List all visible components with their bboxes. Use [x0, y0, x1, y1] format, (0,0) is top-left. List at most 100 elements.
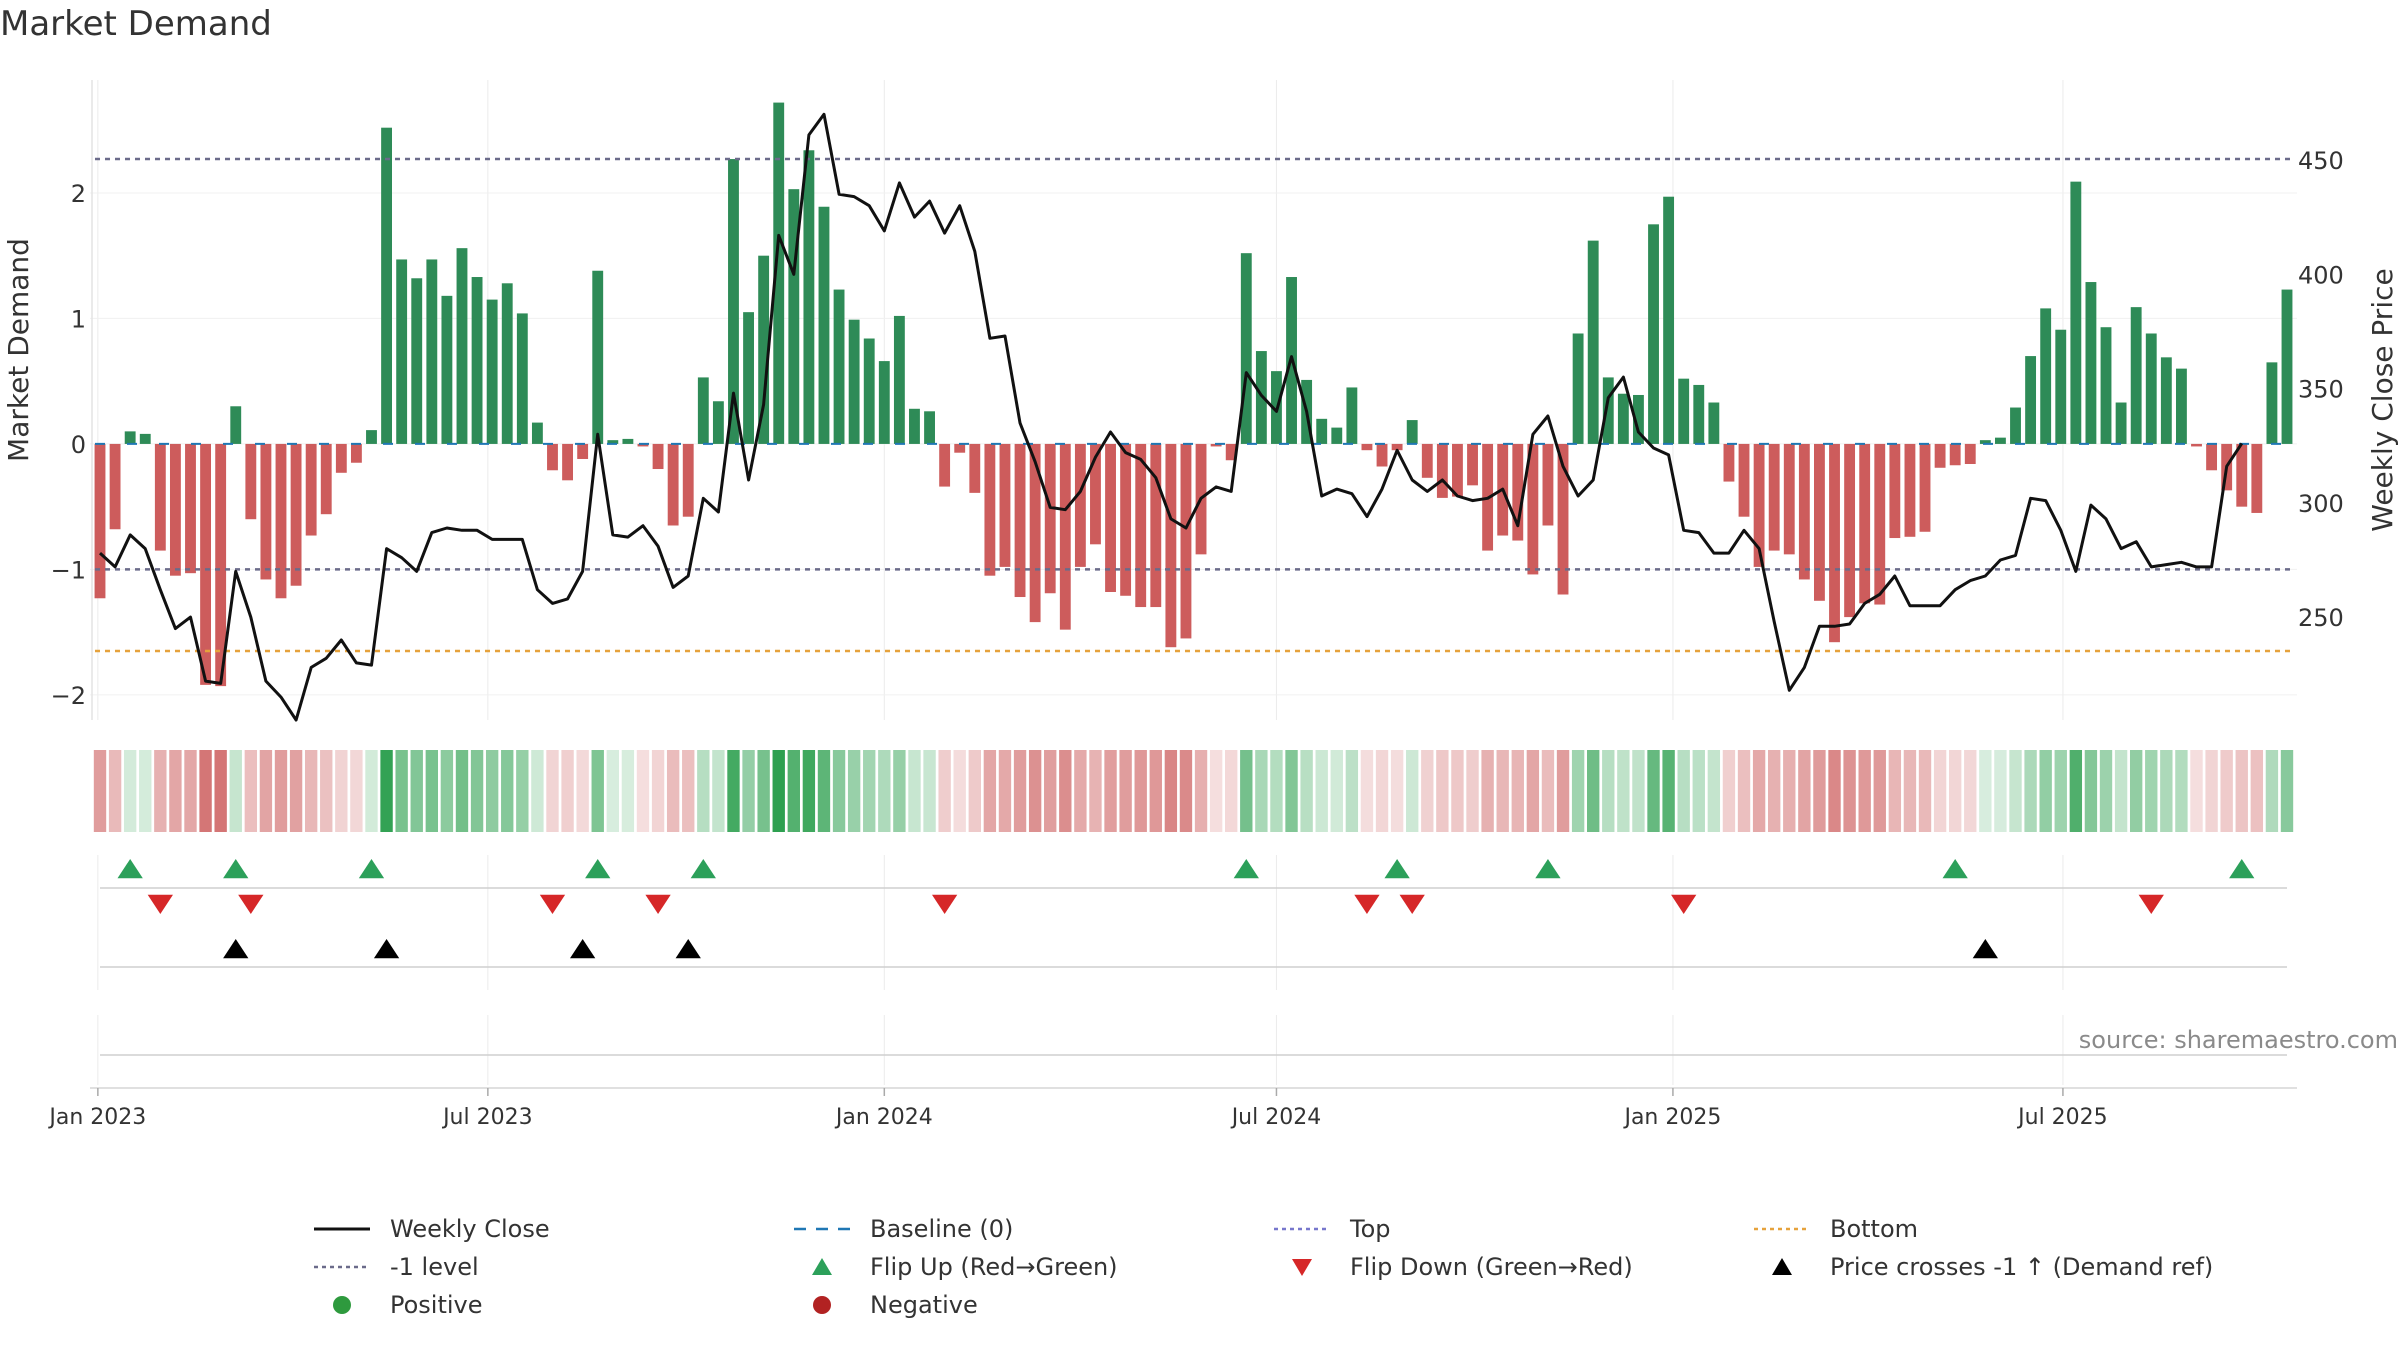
- demand-bar: [1346, 387, 1358, 444]
- y2-tick-label: 450: [2298, 147, 2344, 175]
- heat-cell: [335, 750, 348, 832]
- heat-cell: [1225, 750, 1238, 832]
- y2-axis-label: Weekly Close Price: [2366, 268, 2399, 531]
- demand-bar: [1557, 443, 1569, 595]
- heat-cell: [1451, 750, 1464, 832]
- line-dot-icon: [314, 1265, 370, 1269]
- demand-bar: [622, 438, 634, 444]
- heat-cell: [727, 750, 740, 832]
- heat-cell: [1933, 750, 1947, 832]
- weekly-close-polyline: [98, 112, 2244, 722]
- heat-cell: [1647, 750, 1660, 832]
- demand-bar: [637, 443, 649, 447]
- demand-bar: [878, 361, 890, 444]
- demand-bar: [1829, 443, 1840, 643]
- demand-bar: [939, 443, 951, 487]
- demand-bar: [1014, 443, 1026, 598]
- triangle-down-icon: [1292, 1259, 1312, 1276]
- y2-tick-label: 300: [2298, 490, 2344, 518]
- demand-bar: [1105, 443, 1116, 592]
- y-tick-label: −2: [51, 682, 86, 710]
- demand-bar: [1738, 443, 1750, 517]
- demand-bar: [1044, 443, 1056, 594]
- x-tick-label: Jul 2024: [1230, 1105, 1322, 1130]
- demand-bar: [1693, 384, 1705, 444]
- heat-cell: [1481, 750, 1494, 832]
- heat-cell: [2175, 750, 2188, 832]
- x-tick-label: Jul 2025: [2016, 1105, 2108, 1130]
- heat-cell: [1979, 750, 1992, 832]
- heat-cell: [1013, 750, 1027, 832]
- demand-bar: [1572, 333, 1584, 444]
- heat-cell: [485, 750, 499, 832]
- circle-icon: [813, 1296, 831, 1314]
- flip-down-marker: [147, 894, 173, 914]
- triangle-up-icon: [1772, 1258, 1792, 1275]
- demand-bar: [2266, 362, 2278, 444]
- heat-cell: [1843, 750, 1856, 832]
- flip-down-marker: [645, 894, 671, 914]
- heat-cell: [2069, 750, 2083, 832]
- x-tick-label: Jul 2023: [441, 1105, 533, 1130]
- demand-bar: [1240, 253, 1252, 444]
- demand-bar: [456, 248, 468, 444]
- flip-down-marker: [1399, 894, 1425, 914]
- demand-bar: [1979, 440, 1991, 444]
- flip-up-marker: [1384, 859, 1410, 879]
- heat-cell: [712, 750, 725, 832]
- heat-cell: [1270, 750, 1283, 832]
- demand-bar: [2010, 407, 2021, 444]
- heat-cell: [1436, 750, 1449, 832]
- heat-cell: [516, 750, 529, 832]
- demand-bars: [94, 102, 2293, 687]
- demand-bar: [320, 443, 332, 515]
- line-dash-icon: [794, 1227, 850, 1231]
- demand-bar: [788, 189, 800, 444]
- demand-bar: [1723, 443, 1735, 482]
- flip-down-marker: [1671, 894, 1697, 914]
- heat-cell: [697, 750, 710, 832]
- legend-item: -1 level: [312, 1253, 479, 1281]
- price-cross-marker: [223, 939, 249, 959]
- flip-up-marker: [223, 859, 249, 879]
- heat-cell: [1948, 750, 1962, 832]
- heat-cell: [1722, 750, 1736, 832]
- demand-bar: [969, 443, 981, 493]
- chart-title: Market Demand: [0, 4, 272, 44]
- flip-down-marker: [2138, 894, 2164, 914]
- heat-cell: [2024, 750, 2037, 832]
- legend-item: Price crosses -1 ↑ (Demand ref): [1752, 1253, 2213, 1281]
- heat-cell: [139, 750, 152, 832]
- y2-tick-label: 350: [2298, 376, 2344, 404]
- demand-bar: [1859, 443, 1871, 604]
- demand-bar: [1874, 443, 1886, 605]
- demand-bar: [1090, 443, 1101, 545]
- heat-cell: [259, 750, 273, 832]
- demand-bar: [2251, 443, 2263, 513]
- legend-item: Baseline (0): [792, 1215, 1013, 1243]
- heat-cell: [1089, 750, 1102, 832]
- demand-bar: [366, 430, 377, 444]
- demand-bar: [486, 299, 498, 444]
- demand-bar: [109, 443, 121, 530]
- demand-bar: [2070, 181, 2082, 444]
- demand-bar: [697, 377, 709, 444]
- demand-bar: [682, 443, 694, 517]
- demand-bar: [169, 443, 181, 576]
- legend-label: Flip Up (Red→Green): [870, 1253, 1118, 1281]
- heat-cell: [1511, 750, 1524, 832]
- legend-label: Price crosses -1 ↑ (Demand ref): [1830, 1253, 2214, 1281]
- heat-cell: [757, 750, 770, 832]
- demand-bar: [954, 443, 966, 453]
- legend-label: Positive: [390, 1291, 483, 1319]
- demand-bar: [501, 283, 513, 444]
- heat-cell: [304, 750, 318, 832]
- heat-cell: [908, 750, 921, 832]
- price-cross-marker: [373, 939, 400, 959]
- demand-bar: [1225, 443, 1237, 461]
- demand-bar: [667, 443, 679, 526]
- demand-bar: [999, 443, 1011, 567]
- heat-cell: [2280, 750, 2294, 832]
- heat-cell: [998, 750, 1012, 832]
- y-tick-label: 2: [71, 180, 86, 208]
